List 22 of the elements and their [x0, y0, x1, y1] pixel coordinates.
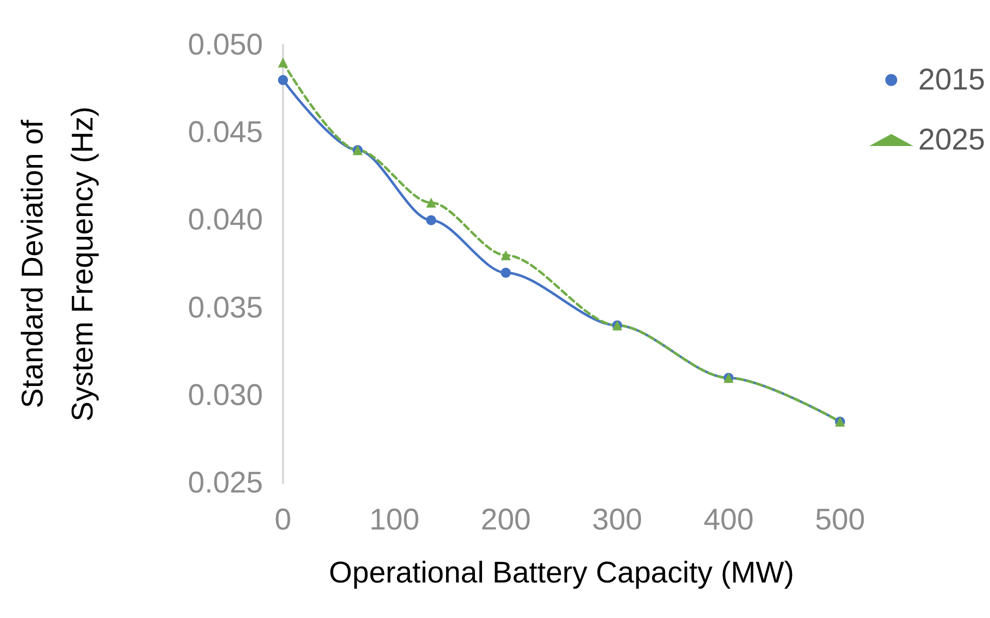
point [500, 268, 511, 278]
x-tick-label: 100 [369, 504, 420, 536]
y-axis-title: Standard Deviation of System Frequency (Hz) [16, 106, 100, 422]
x-axis-title: Operational Battery Capacity (MW) [328, 556, 794, 590]
y-tick-label: 0.030 [188, 378, 263, 412]
x-tick-label: 400 [704, 504, 754, 536]
point [278, 75, 288, 86]
x-tick-label: 500 [814, 504, 866, 536]
y-tick-label: 0.050 [188, 28, 263, 62]
x-tick-label: 200 [480, 504, 531, 536]
y-tick-label: 0.035 [188, 291, 263, 324]
legend-label: 2025 [918, 124, 986, 156]
point [500, 250, 511, 260]
point [278, 58, 288, 68]
y-tick-label: 0.045 [188, 116, 263, 150]
y-tick-label: 0.040 [188, 204, 263, 237]
y-tick-label: 0.025 [188, 466, 263, 500]
point [426, 215, 436, 226]
x-tick-label: 0 [274, 504, 292, 536]
x-tick-label: 300 [592, 504, 642, 536]
legend-label: 2015 [918, 64, 986, 96]
point [426, 198, 436, 208]
